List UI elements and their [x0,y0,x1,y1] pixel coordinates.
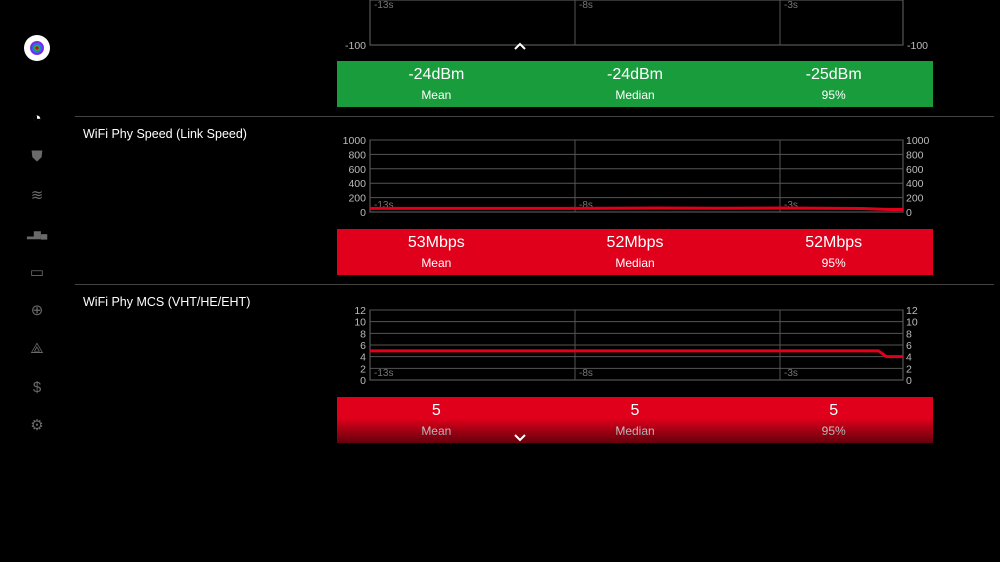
x-tick-label: -8s [579,200,593,211]
x-tick-label: -8s [579,368,593,379]
stat-mean: 5 Mean [337,397,536,443]
stat-95pct: 5 95% [734,397,933,443]
y-tick-label-right: 200 [906,193,924,205]
y-tick-label: 6 [360,340,366,352]
stat-value: 5 [630,402,640,419]
x-tick-label: -3s [784,200,798,211]
y-tick-label: 2 [360,363,366,375]
stat-label: 95% [821,256,846,270]
stat-label: Median [615,424,655,438]
y-tick-label-right: 800 [906,149,924,161]
stat-label: Median [615,88,655,102]
stat-value: 5 [829,402,839,419]
y-tick-label-right: -100 [907,40,928,52]
y-tick-label-right: 1000 [906,135,930,147]
shield-icon[interactable]: ⛊ [31,148,43,166]
stat-label: 95% [821,88,846,102]
scroll-down-button[interactable] [512,432,528,444]
stat-value: -24dBm [606,66,664,83]
stat-median: -24dBm Median [536,61,735,107]
divider [75,116,994,117]
panel-title: WiFi Phy MCS (VHT/HE/EHT) [83,295,251,309]
y-tick-label: 0 [360,207,366,219]
series-line [370,206,903,211]
stat-value: -24dBm [408,66,465,83]
stat-median: 52Mbps Median [536,229,735,275]
divider [75,284,994,285]
rssi-stats: -24dBm Mean -24dBm Median -25dBm 95% [337,61,933,107]
stat-mean: -24dBm Mean [337,61,536,107]
x-tick-label: -13s [374,368,393,379]
webhook-icon[interactable]: ⟁ [30,340,44,358]
stat-median: 5 Median [536,397,735,443]
y-tick-label-right: 400 [906,178,924,190]
stat-95pct: -25dBm 95% [734,61,933,107]
y-tick-label-right: 600 [906,164,924,176]
y-tick-label: 600 [348,164,366,176]
stat-value: 52Mbps [805,234,863,251]
stat-label: 95% [821,424,846,438]
stat-95pct: 52Mbps 95% [734,229,933,275]
stat-label: Mean [421,256,452,270]
bar-chart-icon[interactable]: ▂▆▄ [27,229,48,240]
y-tick-label: 400 [348,178,366,190]
stat-value: -25dBm [805,66,862,83]
y-tick-label-right: 0 [906,375,912,387]
mcs-stats: 5 Mean 5 Median 5 95% [337,397,933,443]
y-tick-label: 200 [348,193,366,205]
dollar-icon[interactable]: $ [32,378,42,396]
y-tick-label: 12 [354,305,366,317]
stat-value: 52Mbps [606,234,664,251]
rssi-chart: -13s -8s -3s -100 -100 [345,0,928,52]
plot-frame [369,139,904,213]
y-tick-label-right: 2 [906,363,912,375]
speedometer-icon[interactable]: ◔ [32,110,42,127]
sidebar: ◔ ⛊ ≋ ▂▆▄ ▭ ⊕ ⟁ $ ⚙ [0,0,75,562]
x-tick-label: -13s [374,200,393,211]
y-tick-label: 0 [360,375,366,387]
stat-value: 53Mbps [407,234,465,251]
panel-title: WiFi Phy Speed (Link Speed) [83,127,247,141]
series-line [370,349,903,359]
y-tick-label-right: 6 [906,340,912,352]
gear-icon[interactable]: ⚙ [30,417,44,435]
scroll-up-button[interactable] [512,40,528,52]
y-tick-label: 800 [348,149,366,161]
wifi-icon[interactable]: ≋ [30,186,44,204]
x-tick-label: -13s [374,0,393,11]
stat-mean: 53Mbps Mean [337,229,536,275]
link-speed-chart: -13s -8s -3s 0 0 200 200 400 400 600 600 800 800 1000… [343,135,930,219]
y-tick-label-right: 10 [906,317,918,329]
app-logo[interactable] [24,35,50,61]
y-tick-label: 10 [354,317,366,329]
stat-label: Mean [421,424,452,438]
y-tick-label-right: 8 [906,328,912,340]
y-tick-label: -100 [345,40,366,52]
y-tick-label-right: 0 [906,207,912,219]
x-tick-label: -3s [784,368,798,379]
link-speed-stats: 53Mbps Mean 52Mbps Median 52Mbps 95% [337,229,933,275]
y-tick-label: 4 [360,352,366,364]
x-tick-label: -8s [579,0,593,11]
stat-label: Mean [421,88,452,102]
stat-label: Median [615,256,655,270]
x-tick-label: -3s [784,0,798,11]
devices-icon[interactable]: ▭ [29,263,45,281]
stat-value: 5 [431,402,441,419]
plot-frame [369,0,904,46]
y-tick-label-right: 4 [906,352,912,364]
y-tick-label: 8 [360,328,366,340]
globe-icon[interactable]: ⊕ [30,302,44,319]
y-tick-label: 1000 [343,135,367,147]
y-tick-label-right: 12 [906,305,918,317]
